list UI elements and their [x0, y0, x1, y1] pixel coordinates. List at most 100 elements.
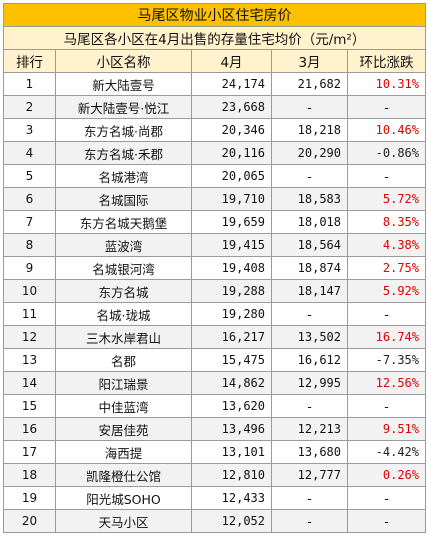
header-name: 小区名称	[55, 49, 192, 73]
march-price-cell: -	[271, 394, 348, 418]
april-price-cell: 19,659	[191, 210, 272, 234]
march-price-cell: 18,564	[271, 233, 348, 257]
table-row: 19 阳光城SOHO 12,433- -	[3, 486, 426, 510]
table-row: 6 名城国际 19,710 18,583 5.72%	[3, 187, 426, 211]
table-row: 20 天马小区 12,052- -	[3, 509, 426, 533]
community-name-cell: 海西提	[55, 440, 192, 464]
rank-cell: 16	[3, 417, 56, 441]
march-price-cell: -	[271, 302, 348, 326]
april-price-cell: 20,065	[191, 164, 272, 188]
rank-cell: 8	[3, 233, 56, 257]
march-price-cell: 12,995	[271, 371, 348, 395]
rank-cell: 13	[3, 348, 56, 372]
change-cell: -0.86%	[347, 141, 426, 165]
april-price-cell: 19,710	[191, 187, 272, 211]
header-rank: 排行	[3, 49, 56, 73]
change-cell: 16.74%	[347, 325, 426, 349]
table-row: 5 名城港湾 20,065- -	[3, 164, 426, 188]
change-cell: 0.26%	[347, 463, 426, 487]
change-cell: 5.72%	[347, 187, 426, 211]
community-name-cell: 新大陆壹号·悦江	[55, 95, 192, 119]
change-cell: 12.56%	[347, 371, 426, 395]
rank-cell: 15	[3, 394, 56, 418]
header-march: 3月	[271, 49, 348, 73]
table-row: 7 东方名城天鹅堡 19,659 18,018 8.35%	[3, 210, 426, 234]
change-cell: 10.46%	[347, 118, 426, 142]
community-name-cell: 名城银河湾	[55, 256, 192, 280]
change-cell: -	[347, 302, 426, 326]
april-price-cell: 13,101	[191, 440, 272, 464]
april-price-cell: 12,810	[191, 463, 272, 487]
table-title-row: 马尾区物业小区住宅房价	[3, 3, 426, 27]
community-name-cell: 东方名城	[55, 279, 192, 303]
change-cell: 8.35%	[347, 210, 426, 234]
rank-cell: 6	[3, 187, 56, 211]
community-name-cell: 新大陆壹号	[55, 72, 192, 96]
community-name-cell: 阳江瑞景	[55, 371, 192, 395]
community-name-cell: 中佳蓝湾	[55, 394, 192, 418]
rank-cell: 19	[3, 486, 56, 510]
change-cell: -4.42%	[347, 440, 426, 464]
table-row: 11 名城·珑城 19,280- -	[3, 302, 426, 326]
change-cell: 5.92%	[347, 279, 426, 303]
table-row: 3 东方名城·尚郡 20,346 18,218 10.46%	[3, 118, 426, 142]
table-row: 13 名郡 15,475 16,612 -7.35%	[3, 348, 426, 372]
march-price-cell: 20,290	[271, 141, 348, 165]
april-price-cell: 14,862	[191, 371, 272, 395]
community-name-cell: 东方名城·禾郡	[55, 141, 192, 165]
april-price-cell: 16,217	[191, 325, 272, 349]
rank-cell: 12	[3, 325, 56, 349]
rank-cell: 10	[3, 279, 56, 303]
table-row: 18 凯隆橙仕公馆 12,810 12,777 0.26%	[3, 463, 426, 487]
community-name-cell: 名城港湾	[55, 164, 192, 188]
april-price-cell: 19,288	[191, 279, 272, 303]
rank-cell: 2	[3, 95, 56, 119]
april-price-cell: 13,620	[191, 394, 272, 418]
march-price-cell: -	[271, 486, 348, 510]
april-price-cell: 15,475	[191, 348, 272, 372]
table-row: 17 海西提 13,101 13,680 -4.42%	[3, 440, 426, 464]
march-price-cell: 12,213	[271, 417, 348, 441]
march-price-cell: 16,612	[271, 348, 348, 372]
april-price-cell: 13,496	[191, 417, 272, 441]
community-name-cell: 三木水岸君山	[55, 325, 192, 349]
price-table-sheet: 马尾区物业小区住宅房价 马尾区各小区在4月出售的存量住宅均价（元/m²） 排行 …	[3, 3, 426, 533]
march-price-cell: 18,147	[271, 279, 348, 303]
rank-cell: 14	[3, 371, 56, 395]
change-cell: -	[347, 164, 426, 188]
march-price-cell: -	[271, 95, 348, 119]
march-price-cell: -	[271, 164, 348, 188]
april-price-cell: 19,408	[191, 256, 272, 280]
april-price-cell: 24,174	[191, 72, 272, 96]
change-cell: 4.38%	[347, 233, 426, 257]
header-change: 环比涨跌	[347, 49, 426, 73]
rank-cell: 3	[3, 118, 56, 142]
april-price-cell: 20,116	[191, 141, 272, 165]
community-name-cell: 名城·珑城	[55, 302, 192, 326]
table-row: 9 名城银河湾 19,408 18,874 2.75%	[3, 256, 426, 280]
community-name-cell: 蓝波湾	[55, 233, 192, 257]
change-cell: 9.51%	[347, 417, 426, 441]
community-name-cell: 东方名城·尚郡	[55, 118, 192, 142]
march-price-cell: 18,218	[271, 118, 348, 142]
table-row: 10 东方名城 19,288 18,147 5.92%	[3, 279, 426, 303]
march-price-cell: 12,777	[271, 463, 348, 487]
april-price-cell: 19,415	[191, 233, 272, 257]
table-row: 1 新大陆壹号 24,174 21,682 10.31%	[3, 72, 426, 96]
march-price-cell: 18,874	[271, 256, 348, 280]
change-cell: -7.35%	[347, 348, 426, 372]
table-row: 12 三木水岸君山 16,217 13,502 16.74%	[3, 325, 426, 349]
table-title: 马尾区物业小区住宅房价	[3, 3, 426, 27]
header-april: 4月	[191, 49, 272, 73]
table-row: 15 中佳蓝湾 13,620- -	[3, 394, 426, 418]
column-header-row: 排行 小区名称 4月 3月 环比涨跌	[3, 49, 426, 73]
change-cell: -	[347, 394, 426, 418]
community-name-cell: 东方名城天鹅堡	[55, 210, 192, 234]
table-row: 16 安居佳苑 13,496 12,213 9.51%	[3, 417, 426, 441]
table-row: 8 蓝波湾 19,415 18,564 4.38%	[3, 233, 426, 257]
table-subtitle: 马尾区各小区在4月出售的存量住宅均价（元/m²）	[3, 26, 426, 50]
change-cell: 2.75%	[347, 256, 426, 280]
april-price-cell: 23,668	[191, 95, 272, 119]
community-name-cell: 凯隆橙仕公馆	[55, 463, 192, 487]
table-row: 2 新大陆壹号·悦江 23,668- -	[3, 95, 426, 119]
